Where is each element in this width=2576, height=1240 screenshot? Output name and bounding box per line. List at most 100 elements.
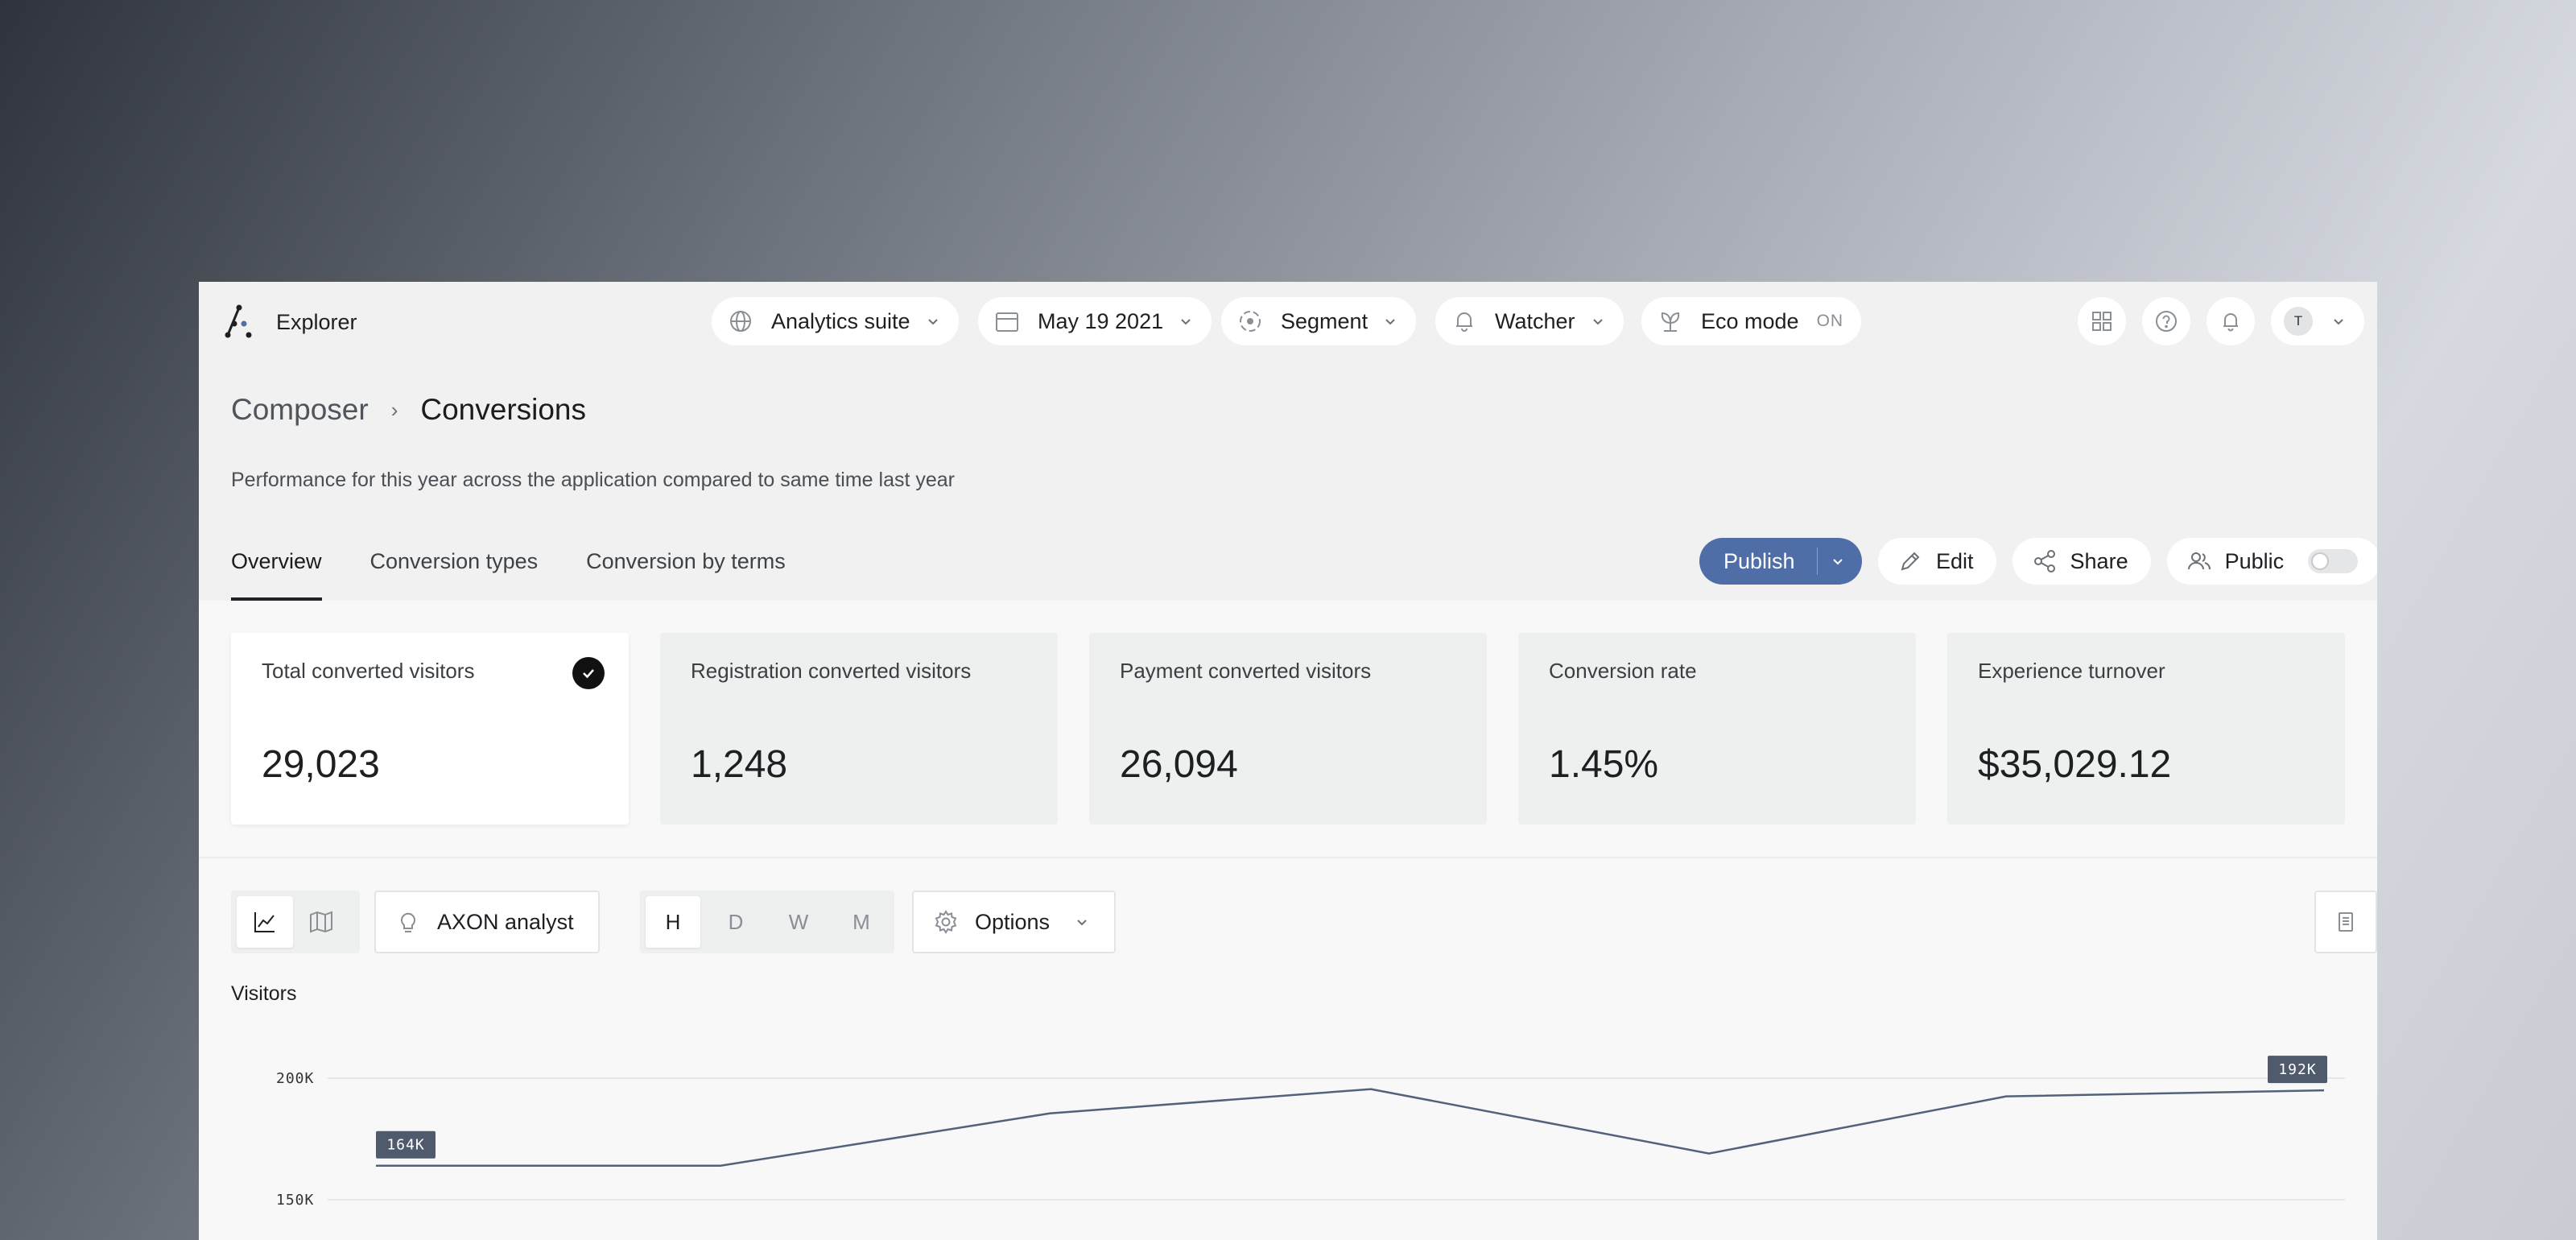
stat-card-conversion-rate[interactable]: Conversion rate 1.45% — [1518, 633, 1916, 825]
public-toggle-pill[interactable]: Public — [2166, 538, 2377, 585]
tab-conversion-types[interactable]: Conversion types — [369, 549, 539, 573]
check-icon — [572, 657, 605, 689]
value-badge-label: 164K — [386, 1137, 424, 1154]
share-button[interactable]: Share — [2012, 538, 2151, 585]
grid-icon — [2092, 312, 2112, 331]
avatar: T — [2284, 307, 2313, 336]
chevron-down-icon[interactable] — [1830, 553, 1846, 569]
breadcrumb-root[interactable]: Composer — [231, 393, 369, 426]
chevron-down-icon — [1077, 920, 1087, 926]
stat-value: 1.45% — [1549, 743, 1659, 786]
help-icon — [2156, 311, 2177, 332]
watcher-label: Watcher — [1495, 308, 1575, 333]
document-icon — [2339, 912, 2353, 932]
calendar-icon — [996, 312, 1018, 332]
chevron-down-icon — [927, 319, 938, 325]
chevron-right-icon: › — [390, 397, 398, 422]
segment-selector[interactable]: Segment — [1221, 297, 1417, 345]
period-hour[interactable]: H — [646, 896, 700, 948]
page-title: Conversions — [420, 393, 587, 426]
bell-icon — [1456, 312, 1472, 332]
stat-label: Total converted visitors — [262, 659, 475, 683]
stat-value: 26,094 — [1120, 743, 1238, 786]
header-actions: Publish Edit Share Public — [1699, 538, 2377, 585]
breadcrumb: Composer › Conversions — [231, 393, 586, 427]
eco-mode-toggle[interactable]: Eco mode ON — [1641, 297, 1862, 345]
value-badge-label: 192K — [2278, 1061, 2316, 1078]
y-tick-label: 150K — [276, 1192, 314, 1209]
page-subtitle: Performance for this year across the app… — [231, 469, 956, 491]
date-picker[interactable]: May 19 2021 — [978, 297, 1212, 345]
stat-card-registration[interactable]: Registration converted visitors 1,248 — [660, 633, 1058, 825]
options-label: Options — [975, 909, 1051, 934]
stat-value: $35,029.12 — [1978, 743, 2172, 786]
logo-icon — [225, 304, 252, 338]
toggle-knob — [2311, 552, 2330, 570]
options-dropdown[interactable]: Options — [912, 891, 1117, 953]
help-button[interactable] — [2142, 297, 2190, 345]
map-icon — [310, 911, 332, 933]
tab-conversion-by-terms[interactable]: Conversion by terms — [586, 549, 786, 573]
public-label: Public — [2224, 548, 2285, 573]
stat-label: Experience turnover — [1978, 659, 2165, 683]
chevron-down-icon — [2334, 319, 2343, 325]
suite-selector[interactable]: Analytics suite — [712, 297, 959, 345]
y-tick-label: 200K — [276, 1070, 314, 1087]
chevron-down-icon — [1592, 319, 1603, 325]
publish-label: Publish — [1724, 548, 1795, 573]
apps-button[interactable] — [2078, 297, 2126, 345]
stat-value: 29,023 — [262, 743, 380, 786]
watcher-selector[interactable]: Watcher — [1435, 297, 1624, 345]
date-label: May 19 2021 — [1038, 308, 1164, 333]
tab-overview[interactable]: Overview — [231, 535, 322, 601]
line-chart-icon — [254, 912, 275, 932]
value-badge: 192K — [2268, 1056, 2327, 1084]
period-switcher: H D W M — [640, 891, 894, 953]
value-badge: 164K — [376, 1130, 436, 1159]
stats-row: Total converted visitors 29,023 Registra… — [199, 601, 2377, 858]
gear-icon — [935, 910, 957, 934]
notifications-button[interactable] — [2207, 297, 2255, 345]
stat-card-total-converted[interactable]: Total converted visitors 29,023 — [231, 633, 629, 825]
edit-label: Edit — [1936, 548, 1974, 573]
public-toggle[interactable] — [2308, 549, 2359, 573]
chevron-down-icon — [1181, 319, 1191, 325]
map-view-button[interactable] — [293, 896, 349, 948]
globe-icon — [730, 311, 751, 332]
chevron-down-icon — [1385, 319, 1395, 325]
stat-label: Registration converted visitors — [691, 659, 972, 683]
share-icon — [2033, 550, 2055, 572]
stat-card-payment[interactable]: Payment converted visitors 26,094 — [1089, 633, 1487, 825]
top-nav: Explorer Analytics suite May 19 2021 Seg… — [199, 282, 2377, 359]
period-day[interactable]: D — [728, 909, 744, 934]
segment-icon — [1240, 311, 1261, 332]
page-header: Composer › Conversions Performance for t… — [199, 359, 2377, 601]
bell-icon — [2223, 313, 2238, 332]
visitors-line-chart: 200K 150K 164K 192K — [276, 1056, 2345, 1209]
axon-analyst-label: AXON analyst — [437, 909, 574, 934]
user-menu[interactable]: T — [2271, 297, 2364, 345]
suite-label: Analytics suite — [771, 308, 910, 333]
line-chart-view-button[interactable] — [237, 896, 293, 948]
period-week[interactable]: W — [788, 909, 809, 934]
stat-label: Conversion rate — [1549, 659, 1697, 683]
edit-button[interactable]: Edit — [1878, 538, 1996, 585]
brand[interactable]: Explorer — [220, 303, 357, 341]
lightbulb-icon — [401, 912, 415, 932]
divider — [1817, 548, 1818, 575]
users-icon — [2187, 552, 2211, 570]
share-label: Share — [2070, 548, 2128, 573]
publish-button[interactable]: Publish — [1699, 538, 1862, 585]
series-line — [376, 1088, 2325, 1167]
period-month[interactable]: M — [852, 909, 870, 934]
chart-title: Visitors — [231, 982, 297, 1005]
report-button[interactable] — [2314, 891, 2377, 953]
stat-card-experience-turnover[interactable]: Experience turnover $35,029.12 — [1947, 633, 2345, 825]
eco-mode-state: ON — [1816, 312, 1844, 330]
chart-toolbar: AXON analyst H D W M Options — [231, 891, 2377, 953]
app-name: Explorer — [276, 309, 357, 334]
tab-bar: Overview Conversion types Conversion by … — [231, 535, 834, 601]
axon-analyst-button[interactable]: AXON analyst — [374, 891, 600, 953]
eco-mode-label: Eco mode — [1701, 308, 1799, 333]
stat-label: Payment converted visitors — [1120, 659, 1372, 683]
